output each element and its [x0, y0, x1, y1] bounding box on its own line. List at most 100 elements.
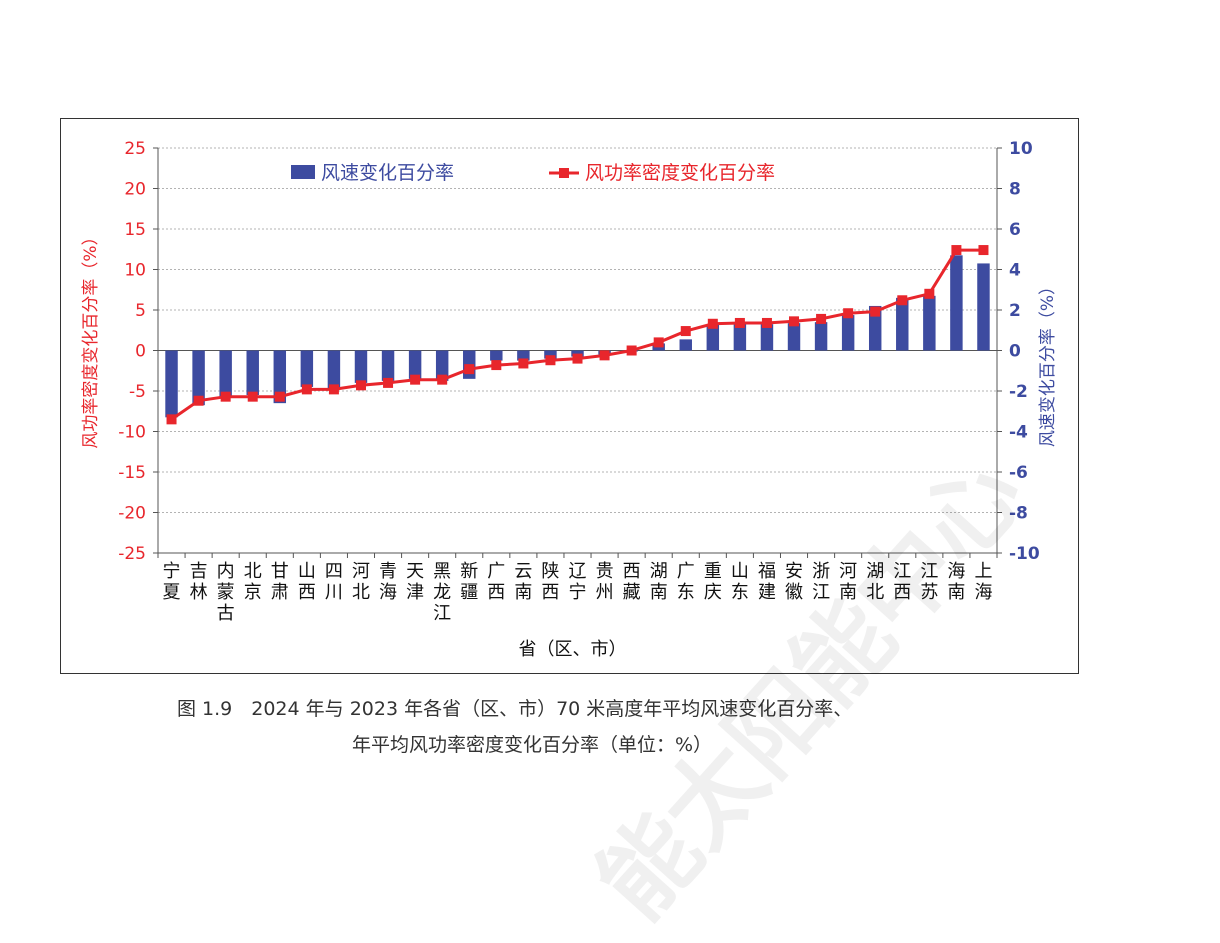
line-point	[166, 414, 177, 425]
line-point	[410, 374, 421, 385]
bar	[408, 350, 422, 379]
line-point	[220, 391, 231, 402]
y-tick-label-left: -20	[118, 504, 146, 524]
y-tick-label-left: 5	[135, 301, 146, 321]
x-tick-label: 宁夏	[163, 561, 181, 603]
y-tick-label-left: -10	[118, 423, 146, 443]
y-tick-label-left: 15	[124, 220, 146, 240]
line-point	[328, 384, 339, 395]
bar	[165, 350, 178, 418]
line-point	[437, 374, 448, 385]
y-tick-label-right: 0	[1009, 342, 1021, 362]
y-tick-label-left: 0	[135, 342, 146, 362]
line-point	[301, 384, 312, 395]
x-tick-label: 海南	[947, 561, 965, 603]
line-point	[978, 245, 989, 256]
x-tick-label: 湖南	[650, 561, 668, 603]
line-point	[599, 350, 610, 361]
bar	[327, 350, 341, 389]
y-tick-label-left: 20	[124, 180, 146, 200]
x-tick-label: 湖北	[866, 561, 884, 603]
x-tick-label: 江西	[893, 561, 911, 603]
y-tick-label-right: 6	[1009, 220, 1021, 240]
legend-bar-swatch	[291, 165, 315, 179]
bar	[950, 255, 963, 351]
x-tick-label: 山东	[731, 561, 749, 603]
x-tick-label: 江苏	[920, 561, 938, 603]
legend-line-marker	[559, 168, 569, 178]
line-point	[247, 391, 258, 402]
y-tick-label-right: 2	[1009, 301, 1021, 321]
bar	[814, 322, 828, 351]
bar	[544, 350, 557, 359]
x-tick-label: 浙江	[812, 561, 830, 603]
bar	[896, 297, 909, 351]
bar	[246, 350, 259, 396]
figure-caption-line-2: 年平均风功率密度变化百分率（单位：%）	[352, 734, 713, 756]
x-tick-label: 广东	[677, 561, 695, 603]
line-point	[897, 295, 908, 306]
bar	[219, 350, 232, 398]
line-point	[572, 353, 583, 364]
y-tick-label-left: -15	[118, 463, 146, 483]
series-line	[170, 248, 984, 421]
figure-caption-line-1: 图 1.9 2024 年与 2023 年各省（区、市）70 米高度年平均风速变化…	[177, 698, 853, 720]
x-tick-label: 四川	[325, 561, 343, 603]
x-tick-label: 安徽	[785, 561, 803, 603]
line-point	[653, 337, 664, 348]
y-tick-label-right: 10	[1009, 139, 1033, 159]
x-tick-label: 内蒙古	[217, 561, 235, 624]
line-point	[843, 308, 854, 319]
line-point	[951, 245, 962, 256]
y-tick-label-left: 10	[124, 261, 146, 281]
bar	[787, 323, 801, 351]
x-tick-label: 广西	[487, 561, 505, 603]
line-point	[789, 316, 800, 327]
bar	[381, 350, 395, 381]
line-point	[816, 313, 827, 324]
bar	[571, 350, 584, 357]
x-tick-label: 上海	[974, 561, 992, 603]
bar	[977, 263, 990, 351]
bar	[841, 315, 855, 351]
x-tick-label: 山西	[298, 561, 316, 603]
y-tick-label-right: -4	[1009, 423, 1028, 443]
line-point	[193, 395, 204, 406]
x-tick-label: 重庆	[704, 561, 722, 603]
x-tick-label: 天津	[406, 561, 424, 603]
y-tick-label-left: 25	[124, 139, 146, 159]
line-point	[355, 380, 366, 391]
bar	[490, 350, 503, 361]
bar	[192, 350, 205, 406]
line-point	[464, 364, 475, 375]
x-tick-label: 贵州	[596, 561, 614, 603]
bar	[868, 305, 882, 351]
x-tick-label: 青海	[379, 561, 397, 603]
line-point	[626, 345, 637, 356]
bar	[923, 295, 936, 351]
x-tick-label: 西藏	[623, 561, 641, 603]
line-point	[707, 318, 718, 329]
chart-svg: 2520151050-5-10-15-20-251086420-2-4-6-8-…	[81, 139, 1058, 660]
line-point	[734, 317, 745, 328]
bar	[517, 350, 530, 361]
bar	[354, 350, 368, 383]
line-point	[274, 391, 285, 402]
bar	[300, 350, 314, 387]
x-tick-label: 陕西	[541, 561, 559, 603]
x-tick-label: 云南	[514, 561, 532, 603]
line-point	[383, 377, 394, 388]
x-tick-label: 甘肃	[271, 561, 289, 603]
x-tick-label: 河南	[839, 561, 857, 603]
line-point	[680, 326, 691, 337]
y-tick-label-right: -10	[1009, 544, 1040, 564]
bar	[435, 350, 449, 381]
x-tick-label: 福建	[758, 561, 776, 603]
legend-line-label: 风功率密度变化百分率	[585, 162, 775, 184]
line-point	[924, 288, 935, 299]
y-tick-label-left: -5	[129, 382, 146, 402]
line-point	[870, 306, 881, 317]
x-axis-label: 省（区、市）	[519, 639, 627, 660]
line-point	[491, 360, 502, 371]
y-tick-label-right: -8	[1009, 504, 1028, 524]
